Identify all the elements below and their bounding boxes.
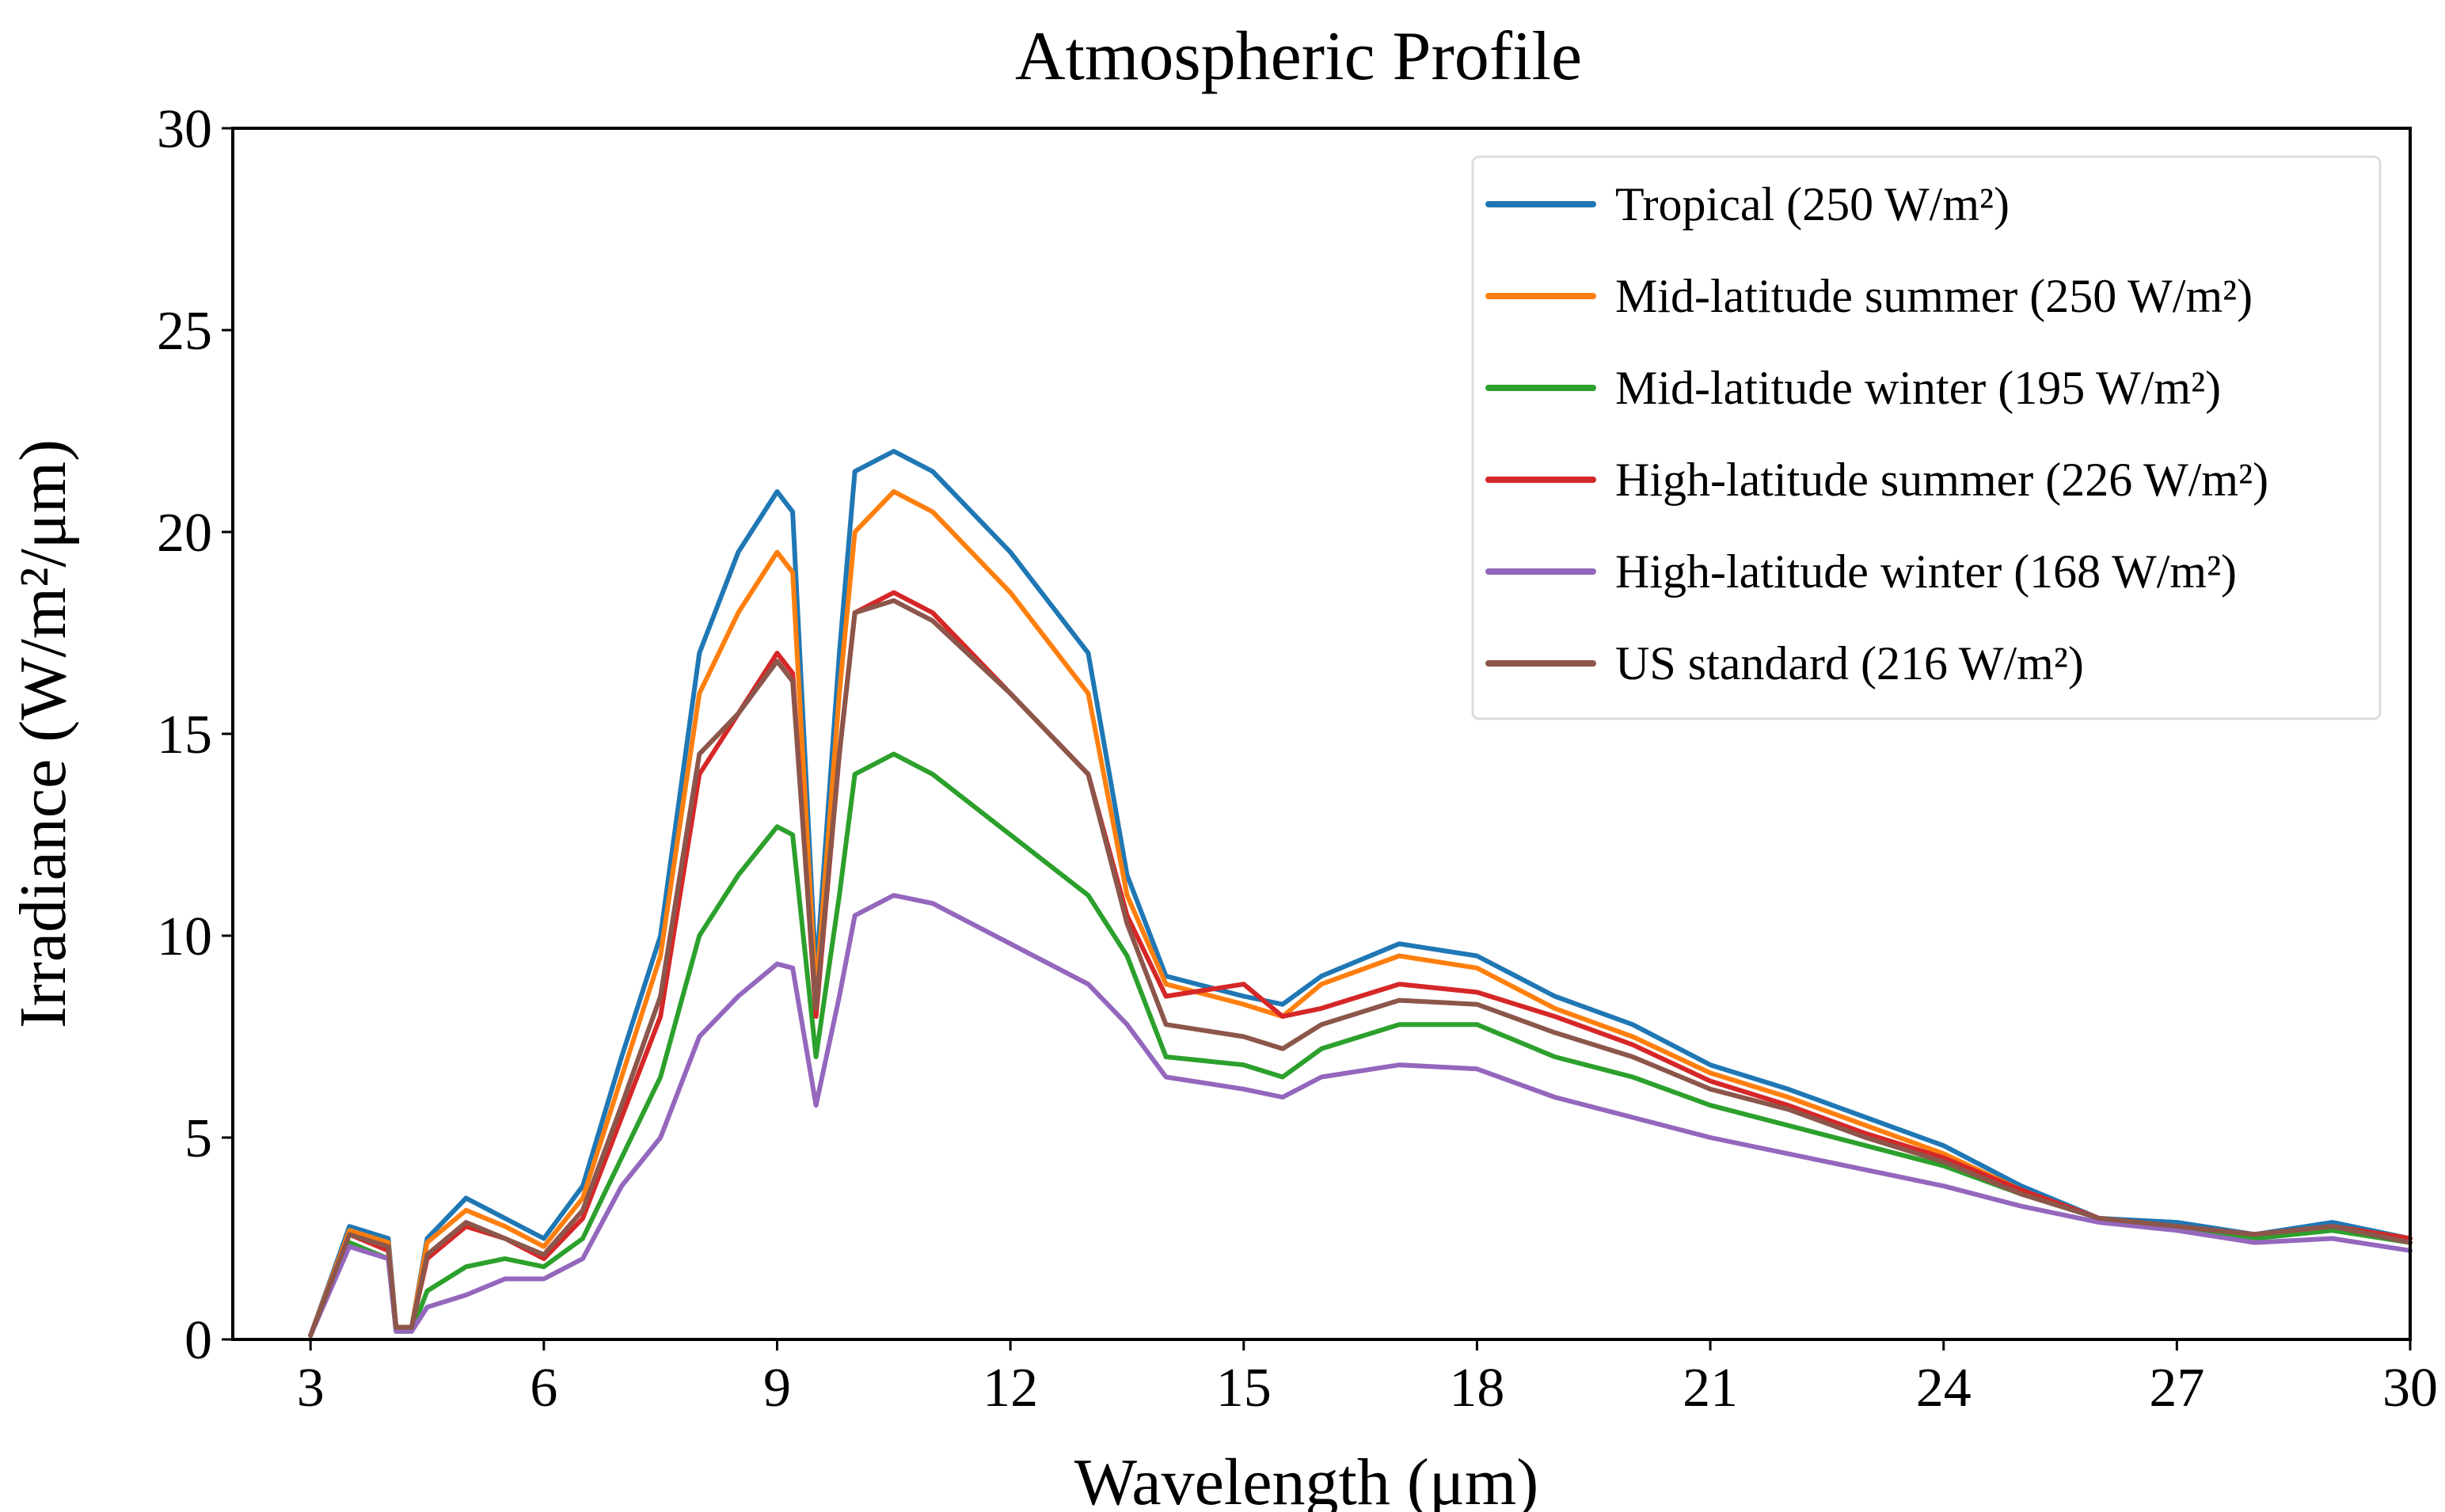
y-axis-label: Irradiance (W/m²/μm) bbox=[6, 439, 80, 1028]
y-tick-label: 15 bbox=[157, 705, 212, 765]
x-axis-label: Wavelength (μm) bbox=[1074, 1446, 1538, 1512]
legend: Tropical (250 W/m²) Mid-latitude summer (… bbox=[1471, 155, 2382, 720]
x-tick-label: 27 bbox=[2149, 1358, 2204, 1419]
x-tick-label: 3 bbox=[297, 1358, 325, 1419]
x-tick-label: 6 bbox=[530, 1358, 557, 1419]
x-tick-label: 24 bbox=[1916, 1358, 1972, 1419]
legend-label: Tropical (250 W/m²) bbox=[1615, 178, 2010, 230]
legend-box bbox=[1471, 155, 2382, 720]
series-lines bbox=[308, 449, 2413, 1338]
x-tick-label: 21 bbox=[1683, 1358, 1738, 1419]
y-tick-label: 25 bbox=[157, 301, 212, 362]
x-tick-label: 15 bbox=[1216, 1358, 1272, 1419]
x-tick-label: 18 bbox=[1449, 1358, 1504, 1419]
y-tick-label: 0 bbox=[184, 1310, 212, 1371]
y-tick-label: 5 bbox=[184, 1108, 212, 1169]
series-line-3 bbox=[308, 751, 2413, 1338]
x-tick-label: 30 bbox=[2382, 1358, 2438, 1419]
y-axis: 0 5 10 15 20 25 30 bbox=[157, 99, 233, 1371]
x-axis: 3 6 9 12 15 18 21 24 27 30 bbox=[297, 1339, 2438, 1419]
legend-label: High-latitude summer (226 W/m²) bbox=[1615, 454, 2268, 506]
y-tick-label: 10 bbox=[157, 906, 212, 967]
y-tick-label: 20 bbox=[157, 503, 212, 564]
x-tick-label: 9 bbox=[763, 1358, 791, 1419]
chart-title: Atmospheric Profile bbox=[1015, 18, 1582, 95]
series-line-2 bbox=[308, 489, 2413, 1338]
legend-label: Mid-latitude summer (250 W/m²) bbox=[1615, 270, 2253, 322]
series-line-6 bbox=[308, 598, 2413, 1338]
legend-label: Mid-latitude winter (195 W/m²) bbox=[1615, 362, 2221, 414]
series-line-5 bbox=[308, 893, 2413, 1338]
y-tick-label: 30 bbox=[157, 99, 212, 160]
series-line-1 bbox=[308, 449, 2413, 1338]
legend-label: US standard (216 W/m²) bbox=[1615, 637, 2084, 690]
x-tick-label: 12 bbox=[983, 1358, 1038, 1419]
legend-label: High-latitude winter (168 W/m²) bbox=[1615, 545, 2237, 598]
